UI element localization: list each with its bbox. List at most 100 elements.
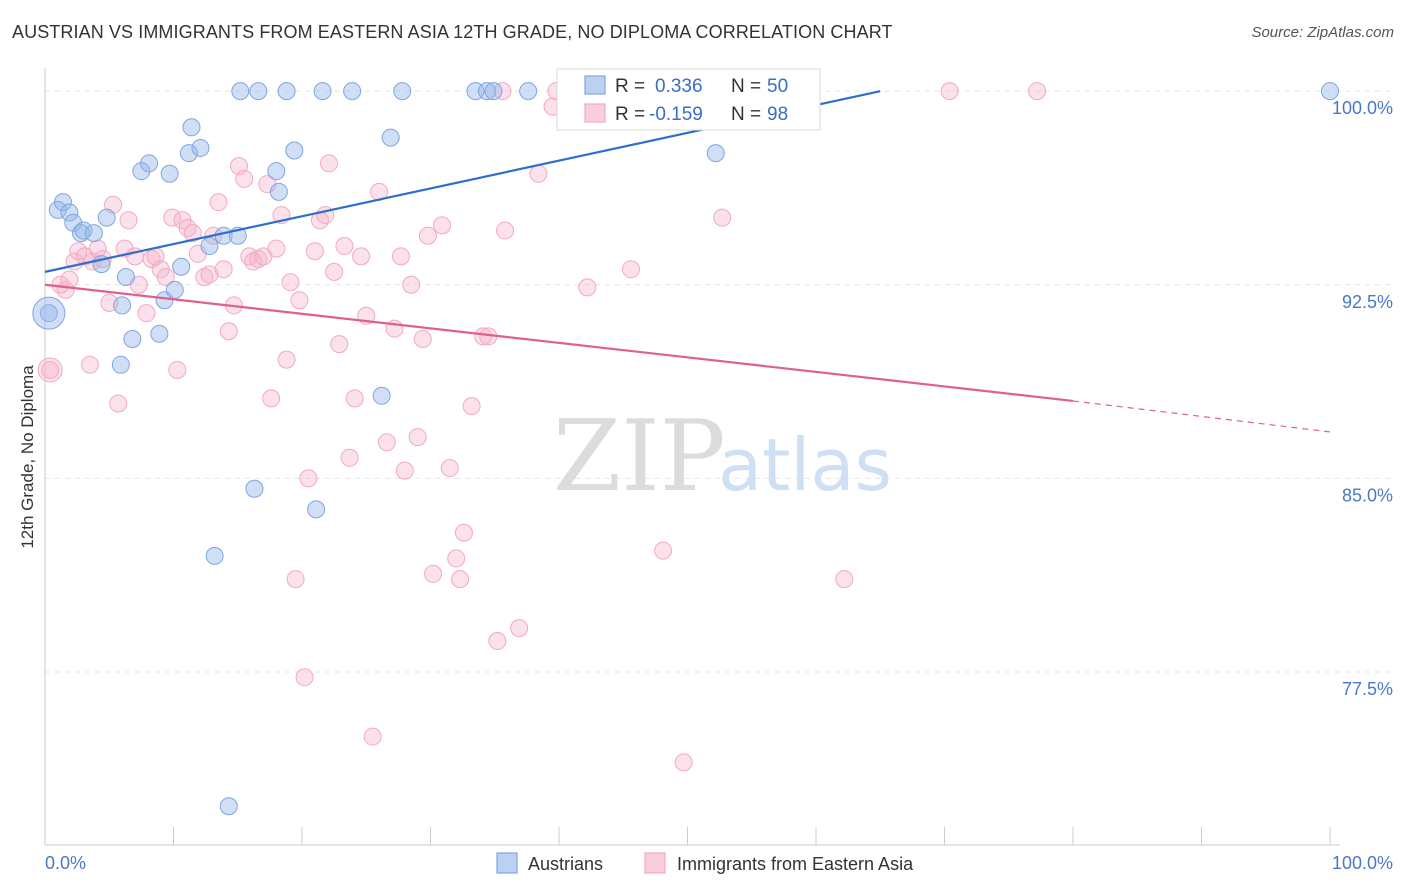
immigrants-point-75 (440, 459, 459, 478)
legend-swatch-immigrants (644, 852, 666, 874)
austrians-point-9 (97, 208, 116, 227)
austrians-point-14 (132, 162, 151, 181)
immigrants-point-44 (267, 239, 286, 258)
austrians-point-19 (165, 280, 184, 299)
immigrants-point-34 (219, 322, 238, 341)
stats-n-value-immigrants: 98 (767, 104, 788, 125)
austrians-point-35 (285, 141, 304, 160)
immigrants-point-88 (621, 260, 640, 279)
immigrants-point-37 (235, 169, 254, 188)
austrians-point-34 (277, 82, 296, 101)
stats-n-value-austrians: 50 (767, 76, 788, 97)
austrians-point-43 (478, 82, 497, 101)
austrians-point-6 (74, 221, 93, 240)
legend-label-immigrants: Immigrants from Eastern Asia (677, 854, 914, 874)
legend-label-austrians: Austrians (528, 854, 603, 874)
immigrants-point-46 (277, 350, 296, 369)
austrians-point-40 (381, 128, 400, 147)
grid-lines (45, 90, 1390, 673)
series-austrians-points (32, 82, 1339, 816)
stats-r-value-immigrants: -0.159 (649, 104, 703, 125)
axes (44, 68, 1340, 846)
immigrants-point-83 (496, 221, 515, 240)
immigrants-point-48 (286, 570, 305, 589)
austrians-point-48 (706, 144, 725, 163)
immigrants-point-56 (325, 262, 344, 281)
immigrants-point-52 (305, 242, 324, 261)
austrians-point-21 (179, 144, 198, 163)
immigrants-point-50 (295, 668, 314, 687)
austrians-point-10 (111, 355, 130, 374)
austrians-point-32 (267, 162, 286, 181)
austrians-point-29 (231, 82, 250, 101)
austrians-point-7 (84, 224, 103, 243)
austrians-point-24 (200, 237, 219, 256)
immigrants-point-80 (474, 327, 493, 346)
trend-line-immigrants (44, 283, 1074, 403)
austrians-point-3 (60, 203, 79, 222)
immigrants-point-77 (451, 570, 470, 589)
immigrants-point-3 (60, 270, 79, 289)
immigrants-point-69 (402, 275, 421, 294)
austrians-point-16 (150, 324, 169, 343)
immigrants-point-33 (214, 260, 233, 279)
trend-line-immigrants-extension (1072, 400, 1331, 433)
immigrants-point-94 (1028, 82, 1047, 101)
austrians-point-39 (372, 386, 391, 405)
immigrants-point-68 (395, 461, 414, 480)
immigrants-point-55 (319, 154, 338, 173)
immigrants-point-0 (41, 360, 60, 379)
austrians-point-20 (172, 257, 191, 276)
austrians-point-30 (245, 479, 264, 498)
immigrants-point-61 (352, 247, 371, 266)
austrians-point-22 (182, 118, 201, 137)
austrians-point-23 (191, 138, 210, 157)
stats-n-label-austrians: N = (731, 76, 761, 97)
immigrants-point-29 (195, 268, 214, 287)
immigrants-point-18 (137, 304, 156, 323)
immigrants-point-57 (330, 335, 349, 354)
immigrants-point-51 (299, 469, 318, 488)
austrians-point-37 (313, 82, 332, 101)
stats-r-value-austrians: 0.336 (655, 76, 703, 97)
immigrants-point-93 (940, 82, 959, 101)
chart-title: AUSTRIAN VS IMMIGRANTS FROM EASTERN ASIA… (12, 22, 893, 42)
immigrants-point-87 (578, 278, 597, 297)
austrians-point-27 (219, 797, 238, 816)
immigrants-point-32 (209, 193, 228, 212)
y-tick-label-0: 77.5% (1342, 679, 1393, 699)
legend: Austrians Immigrants from Eastern Asia (496, 852, 914, 874)
austrians-point-18 (160, 164, 179, 183)
trend-lines (44, 90, 1331, 433)
y-axis-label: 12th Grade, No Diploma (18, 365, 37, 549)
stats-swatch-immigrants (584, 103, 606, 123)
immigrants-point-47 (281, 273, 300, 292)
austrians-point-31 (249, 82, 268, 101)
immigrants-point-72 (418, 226, 437, 245)
immigrants-point-78 (454, 523, 473, 542)
austrians-point-41 (393, 82, 412, 101)
immigrants-point-27 (183, 224, 202, 243)
austrians-point-38 (343, 82, 362, 101)
immigrants-point-76 (447, 549, 466, 568)
immigrants-point-84 (510, 619, 529, 638)
immigrants-point-59 (340, 448, 359, 467)
immigrants-point-43 (262, 389, 281, 408)
immigrants-point-74 (433, 216, 452, 235)
y-tick-label-2: 92.5% (1342, 292, 1393, 312)
y-tick-label-1: 85.0% (1342, 485, 1393, 505)
x-tick-label-0: 0.0% (45, 853, 86, 873)
stats-box: R = 0.336 N = 50 R = -0.159 N = 98 (556, 68, 821, 131)
immigrants-point-79 (462, 397, 481, 416)
austrians-point-45 (519, 82, 538, 101)
y-tick-label-3: 100.0% (1332, 98, 1393, 118)
immigrants-point-26 (178, 218, 197, 237)
immigrants-point-60 (345, 389, 364, 408)
immigrants-point-7 (80, 355, 99, 374)
austrians-point-36 (307, 500, 326, 519)
austrians-point-2 (53, 193, 72, 212)
watermark: ZIP atlas (553, 400, 892, 514)
immigrants-point-70 (408, 428, 427, 447)
x-tick-label-1: 100.0% (1332, 853, 1393, 873)
